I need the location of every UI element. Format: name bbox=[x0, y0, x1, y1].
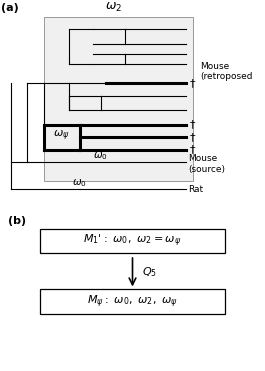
Text: (source): (source) bbox=[188, 165, 225, 174]
Text: (b): (b) bbox=[8, 216, 26, 226]
Text: $\omega_0$: $\omega_0$ bbox=[93, 150, 108, 162]
Text: †: † bbox=[189, 78, 195, 88]
Text: Mouse: Mouse bbox=[200, 62, 229, 71]
Text: Mouse: Mouse bbox=[188, 154, 217, 164]
Bar bbox=[40, 229, 225, 253]
Text: $\mathit{Q_5}$: $\mathit{Q_5}$ bbox=[142, 265, 157, 279]
Bar bbox=[44, 17, 193, 181]
Text: $\omega_2$: $\omega_2$ bbox=[105, 0, 122, 13]
Text: †: † bbox=[189, 132, 195, 142]
Text: Rat: Rat bbox=[188, 184, 203, 194]
Text: (a): (a) bbox=[1, 3, 18, 13]
Bar bbox=[40, 289, 225, 314]
Text: †: † bbox=[189, 145, 195, 155]
Text: $\omega_0$: $\omega_0$ bbox=[72, 177, 87, 189]
Text: (retroposed: (retroposed bbox=[200, 72, 253, 81]
Text: $\mathit{M_1}$'$\mathit{:\ \omega_0,\ \omega_2{=}\omega_\psi}$: $\mathit{M_1}$'$\mathit{:\ \omega_0,\ \o… bbox=[83, 233, 182, 249]
Text: $\mathit{M_\psi}\mathit{:\ \omega_0,\ \omega_2,\ \omega_\psi}$: $\mathit{M_\psi}\mathit{:\ \omega_0,\ \o… bbox=[87, 293, 178, 310]
Text: †: † bbox=[189, 120, 195, 129]
Text: $\omega_\psi$: $\omega_\psi$ bbox=[53, 129, 69, 143]
